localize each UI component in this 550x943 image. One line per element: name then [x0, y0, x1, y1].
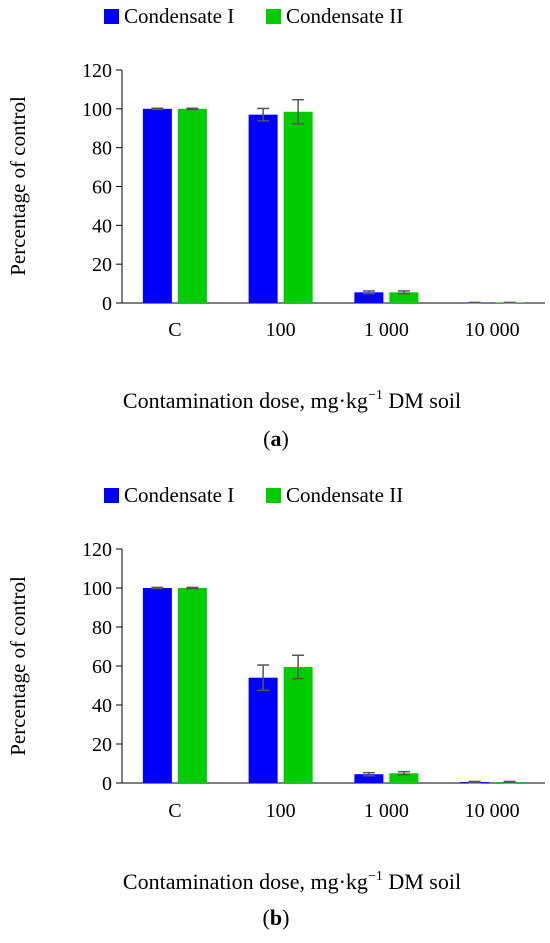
chart-panel-a: Condensate I Condensate II 0 20 40 60 80 100 120…: [6, 4, 545, 451]
x-tick-label: 100: [266, 319, 296, 341]
bar-condensate-i: [142, 588, 172, 783]
x-axis-title: Contamination dose, mg·kg−1 DM soil: [123, 869, 461, 894]
y-tick-label: 20: [92, 254, 112, 276]
bar-condensate-ii: [283, 666, 313, 783]
legend-swatch: [266, 488, 281, 503]
y-tick-label: 100: [82, 99, 112, 121]
panel-label: (a): [263, 426, 289, 451]
y-tick-label: 120: [82, 60, 112, 82]
bar-condensate-ii: [389, 292, 419, 303]
bar-condensate-i: [248, 677, 278, 783]
y-tick-label: 20: [92, 734, 112, 756]
panel-label: (b): [263, 905, 290, 930]
x-tick-label: C: [168, 800, 181, 822]
x-tick-label: C: [168, 319, 181, 341]
y-tick-label: 80: [92, 138, 112, 160]
legend-swatch: [266, 9, 281, 24]
y-tick-label: 60: [92, 656, 112, 678]
y-axis-title: Percentage of control: [6, 96, 30, 276]
y-tick-label: 0: [102, 293, 112, 315]
x-tick-label: 100: [266, 800, 296, 822]
x-axis-title: Contamination dose, mg·kg−1 DM soil: [123, 388, 461, 413]
bar-condensate-i: [142, 108, 172, 303]
y-tick-label: 0: [102, 773, 112, 795]
legend-label: Condensate I: [124, 4, 234, 28]
y-tick-label: 100: [82, 578, 112, 600]
legend-label: Condensate I: [124, 483, 234, 507]
bar-condensate-ii: [283, 111, 313, 303]
bar-condensate-ii: [389, 773, 419, 783]
legend-label: Condensate II: [286, 4, 403, 28]
x-tick-label: 1 000: [364, 800, 409, 822]
y-tick-label: 40: [92, 695, 112, 717]
bar-condensate-i: [354, 774, 384, 783]
y-tick-label: 120: [82, 539, 112, 561]
legend-swatch: [104, 9, 119, 24]
y-tick-label: 40: [92, 215, 112, 237]
bar-condensate-i: [354, 292, 384, 303]
x-tick-label: 1 000: [364, 319, 409, 341]
x-tick-label: 10 000: [465, 319, 520, 341]
y-tick-label: 80: [92, 617, 112, 639]
bar-condensate-ii: [177, 108, 207, 303]
legend-label: Condensate II: [286, 483, 403, 507]
chart-panel-b: Condensate I Condensate II 0 20 40 60 80 100 120…: [6, 483, 545, 930]
y-tick-label: 60: [92, 177, 112, 199]
bar-condensate-i: [248, 114, 278, 304]
x-tick-label: 10 000: [465, 800, 520, 822]
y-axis-title: Percentage of control: [6, 576, 30, 756]
bar-condensate-ii: [177, 588, 207, 783]
legend-swatch: [104, 488, 119, 503]
